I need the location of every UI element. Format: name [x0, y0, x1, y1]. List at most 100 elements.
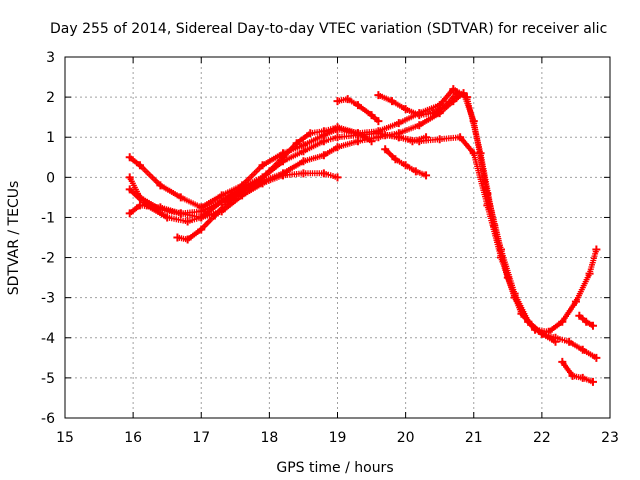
data-point — [435, 135, 444, 144]
data-point — [394, 133, 403, 142]
data-point — [422, 171, 431, 180]
series-markers — [174, 124, 375, 243]
data-point — [565, 337, 574, 346]
data-point — [343, 95, 352, 104]
series-arc-8 — [381, 145, 431, 180]
data-point — [156, 203, 165, 212]
data-point — [183, 217, 192, 226]
data-point — [299, 147, 308, 156]
data-point — [428, 109, 437, 118]
x-tick-label: 23 — [601, 430, 619, 446]
x-tick-label: 15 — [56, 430, 74, 446]
data-point — [125, 173, 134, 182]
x-tick-label: 20 — [397, 430, 415, 446]
data-point — [353, 129, 362, 138]
data-point — [319, 127, 328, 136]
data-point — [381, 131, 390, 140]
data-point — [585, 269, 594, 278]
data-point — [578, 345, 587, 354]
x-tick-label: 18 — [260, 430, 278, 446]
data-point — [176, 193, 185, 202]
data-point — [135, 201, 144, 210]
data-point — [592, 245, 601, 254]
data-point — [452, 89, 461, 98]
data-point — [592, 353, 601, 362]
data-point — [558, 357, 567, 366]
data-point — [401, 161, 410, 170]
y-axis-title: SDTVAR / TECUs — [6, 181, 22, 296]
data-point — [575, 311, 584, 320]
data-point — [449, 85, 458, 94]
data-point — [163, 213, 172, 222]
axis-ticks — [64, 56, 611, 419]
data-point — [582, 317, 591, 326]
data-point — [183, 235, 192, 244]
y-tick-label: -1 — [41, 210, 55, 226]
data-point — [391, 155, 400, 164]
series-arc-4 — [125, 169, 342, 222]
data-point — [292, 139, 301, 148]
data-point — [333, 173, 342, 182]
data-point — [125, 153, 134, 162]
data-point — [125, 185, 134, 194]
data-point — [374, 129, 383, 138]
series-arc-5 — [173, 123, 376, 244]
data-point — [415, 111, 424, 120]
x-tick-labels: 15 16 17 18 19 20 21 22 23 — [56, 430, 619, 446]
series-arc-6 — [333, 95, 383, 126]
data-point — [524, 317, 533, 326]
y-tick-label: -2 — [41, 251, 55, 267]
y-tick-label: 0 — [46, 170, 55, 186]
series-arc-3 — [125, 129, 601, 362]
y-tick-label: -6 — [41, 411, 55, 427]
data-point — [388, 97, 396, 106]
data-point — [558, 317, 567, 326]
data-point — [279, 171, 287, 180]
data-point — [210, 211, 219, 220]
data-point — [483, 201, 492, 210]
data-point — [588, 377, 597, 386]
y-tick-label: 2 — [46, 90, 55, 106]
data-point — [333, 143, 342, 152]
x-tick-label: 16 — [124, 430, 142, 446]
x-axis-title: GPS time / hours — [276, 460, 393, 476]
data-point — [497, 253, 505, 262]
data-point — [224, 197, 233, 206]
x-tick-label: 17 — [192, 430, 210, 446]
data-point — [299, 157, 308, 166]
data-point — [217, 197, 226, 206]
data-point — [197, 213, 206, 222]
series-arc-11 — [575, 311, 597, 330]
data-point — [333, 123, 342, 132]
data-point — [408, 137, 417, 146]
y-tick-label: -3 — [41, 291, 55, 307]
x-tick-label: 22 — [533, 430, 551, 446]
data-point — [469, 149, 478, 158]
data-point — [442, 101, 451, 110]
data-point — [510, 293, 519, 302]
data-point — [551, 333, 560, 342]
data-point — [353, 101, 362, 110]
data-point — [251, 179, 260, 188]
data-point — [238, 187, 247, 196]
y-tick-label: 3 — [46, 50, 55, 66]
x-tick-label: 21 — [465, 430, 483, 446]
x-tick-label: 19 — [329, 430, 347, 446]
data-point — [333, 133, 342, 142]
data-point — [279, 153, 287, 162]
data-point — [333, 97, 342, 106]
data-point — [411, 167, 420, 176]
data-point — [319, 137, 328, 146]
data-point — [299, 169, 308, 178]
series-arc-9 — [381, 131, 431, 146]
data-point — [588, 321, 597, 330]
data-point — [197, 225, 206, 234]
y-tick-labels: 3 2 1 0 -1 -2 -3 -4 -5 -6 — [41, 50, 55, 427]
y-tick-label: 1 — [46, 130, 55, 146]
data-point — [258, 161, 267, 170]
data-point — [401, 105, 410, 114]
data-point — [578, 373, 587, 382]
y-tick-label: -5 — [41, 371, 55, 387]
data-point — [367, 137, 376, 146]
